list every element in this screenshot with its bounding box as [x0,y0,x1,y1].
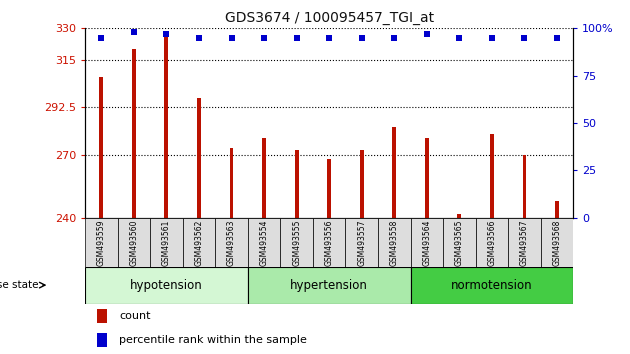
Text: GSM493564: GSM493564 [422,219,432,266]
Point [259,35,269,41]
Text: GSM493563: GSM493563 [227,219,236,266]
Point [357,35,367,41]
Bar [345,218,378,267]
Point [552,35,562,41]
Bar [457,213,461,218]
Bar [183,218,215,267]
Bar [522,155,527,218]
Point [129,29,139,35]
Bar [280,218,313,267]
Text: GSM493557: GSM493557 [357,219,366,266]
Point [519,35,529,41]
Point [324,35,335,41]
Text: GSM493561: GSM493561 [162,219,171,266]
Bar [425,138,429,218]
Point [161,31,171,37]
Bar [411,267,573,304]
Bar [360,150,364,218]
Bar [229,148,234,218]
Bar [508,218,541,267]
Bar [313,218,345,267]
Bar [197,98,201,218]
Text: count: count [119,311,151,321]
Text: percentile rank within the sample: percentile rank within the sample [119,335,307,345]
Point [227,35,237,41]
Text: GSM493554: GSM493554 [260,219,268,266]
Bar [132,49,136,218]
Text: GSM493567: GSM493567 [520,219,529,266]
Bar [295,150,299,218]
Text: GSM493562: GSM493562 [195,219,203,266]
Bar [392,127,396,218]
Text: GSM493558: GSM493558 [390,219,399,266]
Bar [378,218,411,267]
Title: GDS3674 / 100095457_TGI_at: GDS3674 / 100095457_TGI_at [225,11,433,24]
Bar [541,218,573,267]
Bar [248,267,411,304]
Point [96,35,106,41]
Bar [215,218,248,267]
Text: GSM493568: GSM493568 [553,219,561,266]
Point [454,35,464,41]
Point [194,35,204,41]
Bar [443,218,476,267]
Bar [118,218,150,267]
Bar [164,33,168,218]
Text: normotension: normotension [451,279,533,292]
Text: GSM493560: GSM493560 [129,219,139,266]
Text: hypertension: hypertension [290,279,368,292]
Bar [85,218,118,267]
Bar [476,218,508,267]
Bar [327,159,331,218]
Text: hypotension: hypotension [130,279,203,292]
Bar [490,133,494,218]
Bar [555,201,559,218]
Point [389,35,399,41]
Bar [262,138,266,218]
Text: GSM493555: GSM493555 [292,219,301,266]
Point [292,35,302,41]
Bar [97,309,107,323]
Text: GSM493565: GSM493565 [455,219,464,266]
Bar [100,77,103,218]
Point [487,35,497,41]
Text: GSM493556: GSM493556 [324,219,334,266]
Bar [248,218,280,267]
Point [422,31,432,37]
Text: GSM493559: GSM493559 [97,219,106,266]
Bar [97,333,107,347]
Text: disease state: disease state [0,280,38,290]
Bar [150,218,183,267]
Text: GSM493566: GSM493566 [488,219,496,266]
Bar [85,267,248,304]
Bar [411,218,443,267]
